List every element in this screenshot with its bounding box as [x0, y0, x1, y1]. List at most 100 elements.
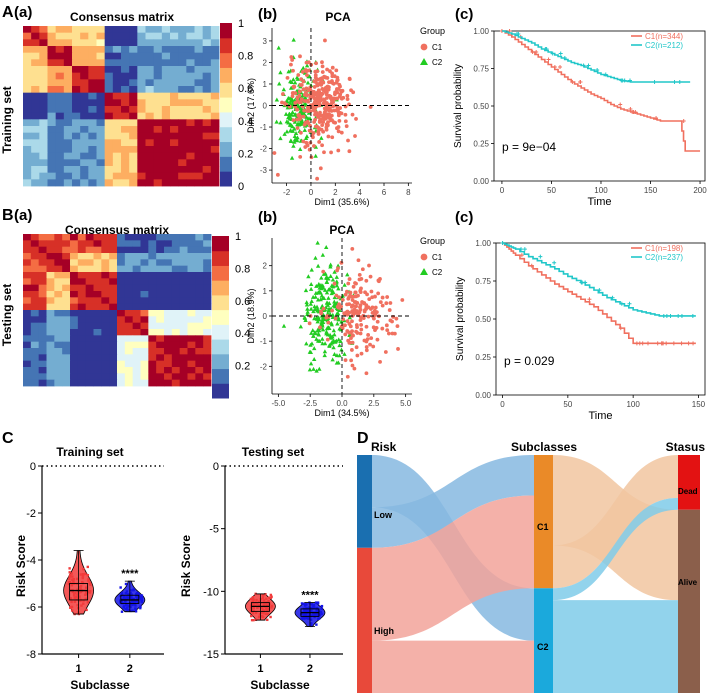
violin-point — [124, 607, 127, 610]
heatmap-cell — [170, 166, 179, 174]
sankey-node-high-bar — [357, 547, 372, 693]
heatmap-cell — [23, 335, 32, 343]
heatmap-cell — [54, 284, 63, 292]
heatmap-cell — [23, 132, 32, 140]
consensus-heatmap-training — [23, 26, 220, 187]
heatmap-cell — [23, 360, 32, 368]
heatmap-cell — [46, 278, 55, 286]
heatmap-cell — [39, 52, 48, 60]
km-y-tick-label: 0.25 — [475, 353, 491, 362]
heatmap-cell — [96, 159, 106, 167]
violin-point — [126, 595, 129, 599]
heatmap-cell — [101, 278, 110, 286]
heatmap-cell — [202, 119, 212, 127]
heatmap-cell — [117, 354, 126, 362]
km-censor-mark — [538, 254, 543, 259]
pca-point-c2 — [304, 114, 309, 119]
heatmap-cell — [161, 66, 171, 74]
violin-point — [266, 612, 269, 616]
violin-point — [123, 596, 126, 599]
heatmap-cell — [62, 360, 71, 368]
heatmap-cell — [85, 246, 94, 254]
violin-point — [70, 609, 74, 612]
heatmap-cell — [164, 379, 173, 387]
heatmap-cell — [54, 348, 63, 355]
heatmap-cell — [153, 179, 163, 187]
km-censor-mark — [522, 247, 527, 252]
heatmap-cell — [132, 253, 141, 260]
pca-x-tick-label: 2 — [333, 188, 338, 197]
heatmap-cell — [186, 26, 195, 34]
colorbar-training: 10.80.60.40.20 — [220, 18, 253, 193]
pca-point-c1 — [311, 90, 316, 95]
heatmap-cell — [39, 119, 48, 127]
heatmap-cell — [104, 52, 114, 60]
heatmap-cell — [210, 86, 220, 94]
heatmap-cell — [85, 335, 94, 343]
pca-legend-c1-label: C1 — [432, 43, 443, 52]
heatmap-cell — [140, 322, 149, 330]
heatmap-cell — [121, 72, 130, 80]
violin-point — [307, 606, 311, 609]
pca-point-c2 — [339, 347, 344, 352]
pca-point-c2 — [287, 96, 292, 101]
pca-point-c1 — [315, 124, 319, 129]
heatmap-cell — [178, 119, 187, 127]
violin-point — [261, 596, 265, 600]
heatmap-cell — [70, 341, 79, 349]
pca-x-tick-label: -2 — [283, 188, 291, 197]
heatmap-cell — [161, 166, 171, 174]
pca-point-c2 — [288, 128, 293, 133]
heatmap-cell — [117, 253, 126, 260]
pca-point-c2 — [287, 122, 293, 127]
heatmap-cell — [39, 39, 48, 47]
pca-x-tick-label: 2.5 — [368, 399, 380, 408]
pca-point-c1 — [299, 97, 304, 102]
heatmap-cell — [148, 253, 157, 260]
heatmap-cell — [47, 92, 57, 100]
heatmap-cell — [55, 132, 65, 140]
heatmap-cell — [80, 112, 89, 120]
heatmap-cell — [179, 329, 188, 336]
pca-point-c1 — [358, 331, 363, 336]
heatmap-cell — [153, 59, 163, 67]
heatmap-cell — [93, 310, 102, 317]
heatmap-cell — [85, 272, 94, 279]
heatmap-cell — [47, 159, 57, 167]
heatmap-cell — [31, 46, 40, 54]
violin-point — [265, 612, 268, 615]
heatmap-cell — [72, 72, 81, 80]
pca-point-c1 — [341, 95, 346, 100]
heatmap-cell — [129, 52, 138, 60]
heatmap-cell — [194, 52, 204, 60]
heatmap-cell — [202, 126, 212, 134]
pca-point-c1 — [345, 93, 350, 98]
pca-point-c2 — [291, 77, 296, 82]
heatmap-cell — [101, 360, 110, 368]
pca-point-c1 — [359, 351, 364, 356]
violin-point — [254, 611, 258, 614]
heatmap-cell — [145, 66, 155, 74]
heatmap-cell — [156, 329, 165, 336]
heatmap-cell — [112, 119, 122, 127]
heatmap-cell — [153, 46, 163, 54]
heatmap-cell — [93, 335, 102, 343]
heatmap-cell — [121, 32, 130, 40]
pca-point-c2 — [291, 37, 296, 42]
heatmap-cell — [137, 112, 146, 120]
pca-point-c2 — [308, 281, 314, 286]
heatmap-cell — [202, 146, 212, 154]
violin-point — [76, 593, 79, 597]
heatmap-cell — [156, 341, 165, 349]
heatmap-cell — [203, 310, 212, 317]
pca-point-c1 — [326, 120, 330, 125]
heatmap-cell — [96, 132, 106, 140]
heatmap-cell — [31, 132, 40, 140]
violin-point — [250, 618, 254, 622]
violin-point — [312, 606, 315, 609]
heatmap-cell — [85, 379, 94, 387]
violin-x-tick-label: 2 — [127, 663, 133, 675]
pca-point-c1 — [348, 290, 353, 295]
heatmap-cell — [156, 265, 165, 273]
heatmap-cell — [39, 32, 48, 40]
